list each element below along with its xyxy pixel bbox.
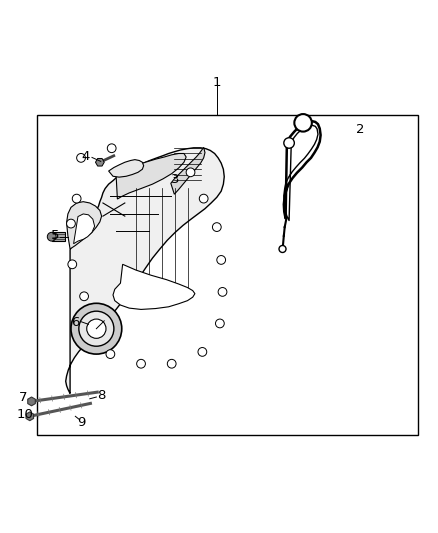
Circle shape (107, 144, 116, 152)
Text: 7: 7 (19, 391, 28, 405)
Circle shape (80, 292, 88, 301)
Polygon shape (109, 159, 144, 177)
Circle shape (279, 246, 286, 253)
Polygon shape (67, 201, 102, 249)
Circle shape (215, 319, 224, 328)
Text: 6: 6 (71, 316, 80, 329)
Text: 2: 2 (356, 123, 364, 136)
Circle shape (212, 223, 221, 231)
Circle shape (72, 194, 81, 203)
Circle shape (87, 319, 106, 338)
Circle shape (79, 311, 114, 346)
Circle shape (284, 138, 294, 148)
Polygon shape (26, 412, 34, 421)
Circle shape (294, 114, 312, 132)
Text: 4: 4 (81, 150, 90, 163)
Polygon shape (113, 264, 195, 310)
Text: 9: 9 (77, 416, 85, 429)
Circle shape (218, 287, 227, 296)
Circle shape (199, 194, 208, 203)
Text: 5: 5 (50, 229, 59, 243)
Circle shape (186, 168, 195, 177)
Text: 10: 10 (17, 408, 34, 421)
Circle shape (198, 348, 207, 356)
Text: 3: 3 (171, 173, 180, 186)
Polygon shape (52, 232, 65, 241)
Circle shape (47, 232, 56, 241)
Circle shape (71, 303, 122, 354)
Polygon shape (74, 214, 95, 244)
Circle shape (217, 255, 226, 264)
Polygon shape (171, 147, 205, 194)
Circle shape (137, 359, 145, 368)
Circle shape (67, 219, 75, 228)
Polygon shape (28, 397, 35, 406)
Circle shape (106, 350, 115, 359)
Polygon shape (116, 154, 186, 199)
Text: 1: 1 (212, 76, 221, 89)
Circle shape (167, 359, 176, 368)
Bar (37, 115, 418, 435)
Polygon shape (95, 158, 104, 166)
Circle shape (68, 260, 77, 269)
Text: 8: 8 (97, 389, 106, 402)
Polygon shape (66, 148, 224, 393)
Circle shape (77, 154, 85, 162)
